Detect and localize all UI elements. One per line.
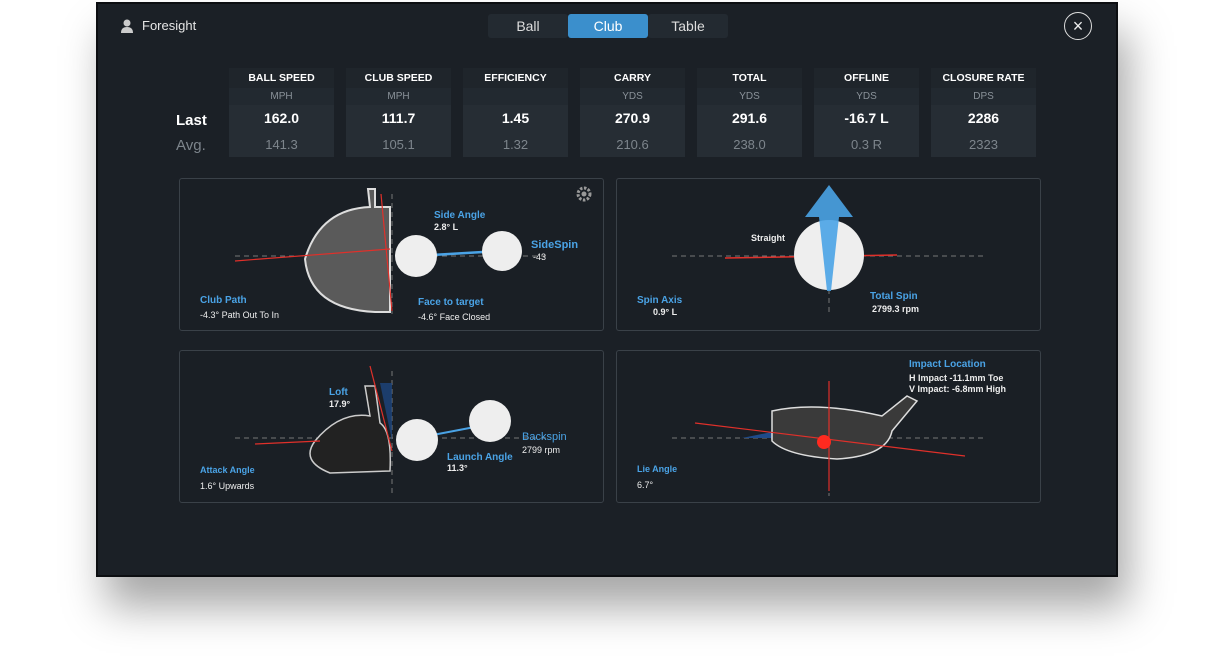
view-tabs: Ball Club Table [488,14,728,38]
face-to-target-value: -4.6° Face Closed [418,312,491,322]
panel-club-side-view: Loft 17.9° Backspin 2799 rpm Launch Angl… [179,350,604,503]
stat-avg-value: 238.0 [733,137,766,152]
brand: Foresight [120,18,196,33]
lie-angle-value: 6.7° [637,480,654,490]
h-impact-value: H Impact -11.1mm Toe [909,373,1004,383]
stat-unit [463,88,568,105]
stat-avg-value: 0.3 R [850,137,883,152]
backspin-label: Backspin [522,431,567,443]
close-button[interactable]: × [1064,12,1092,40]
spin-graphic [672,185,987,314]
stat-last-value: 291.6 [731,110,768,126]
sidespin-label: SideSpin [531,239,579,251]
stat-club-speed: CLUB SPEED MPH 111.7 105.1 [346,68,451,157]
backspin-value: 2799 rpm [522,445,561,455]
loft-label: Loft [329,387,348,398]
club-path-label: Club Path [200,295,247,306]
stat-offline: OFFLINE YDS -16.7 L 0.3 R [814,68,919,157]
face-to-target-label: Face to target [418,297,484,308]
stat-total: TOTAL YDS 291.6 238.0 [697,68,802,157]
panel-club-top-view: Side Angle 2.8° L SideSpin -43 Club Path… [179,178,604,331]
impact-graphic [672,381,987,496]
app-window: Foresight Ball Club Table × Last Avg. BA… [96,2,1118,577]
arrow-up-icon [805,185,853,291]
stat-unit: YDS [580,88,685,105]
stat-label: CLOSURE RATE [931,68,1036,88]
stat-last-value: 270.9 [614,110,651,126]
sidespin-value: -43 [533,252,547,262]
settings-icon[interactable] [576,186,592,202]
loft-value: 17.9° [329,399,351,409]
stat-unit: MPH [346,88,451,105]
v-impact-value: V Impact: -6.8mm High [909,384,1007,394]
tab-table[interactable]: Table [648,14,728,38]
panel-impact: Impact Location H Impact -11.1mm Toe V I… [616,350,1041,503]
stat-avg-value: 141.3 [265,137,298,152]
total-spin-value: 2799.3 rpm [872,304,920,314]
stat-avg-value: 2323 [969,137,998,152]
attack-angle-label: Attack Angle [200,465,255,475]
stat-closure-rate: CLOSURE RATE DPS 2286 2323 [931,68,1036,157]
stat-unit: DPS [931,88,1036,105]
stat-unit: YDS [697,88,802,105]
stat-ball-speed: BALL SPEED MPH 162.0 141.3 [229,68,334,157]
stat-last-value: 111.7 [381,110,416,126]
stat-last-value: -16.7 L [844,110,889,126]
stat-label: CLUB SPEED [346,68,451,88]
side-angle-value: 2.8° L [434,222,459,232]
brand-name: Foresight [142,18,197,33]
stat-label: CARRY [580,68,685,88]
stat-last-value: 2286 [967,110,1000,126]
stat-carry: CARRY YDS 270.9 210.6 [580,68,685,157]
launch-angle-value: 11.3° [447,463,468,473]
stat-label: OFFLINE [814,68,919,88]
tab-club[interactable]: Club [568,14,648,38]
stat-avg-value: 1.32 [502,137,529,152]
direction-value: Straight [751,233,786,243]
panel-spin: Straight Spin Axis 0.9° L Total Spin 279… [616,178,1041,331]
tab-ball[interactable]: Ball [488,14,568,38]
total-spin-label: Total Spin [870,291,918,302]
stat-label: BALL SPEED [229,68,334,88]
impact-point [817,435,831,449]
stat-label: TOTAL [697,68,802,88]
stat-unit: MPH [229,88,334,105]
club-top-view-graphic [234,186,592,314]
spin-axis-value: 0.9° L [653,307,678,317]
stat-unit: YDS [814,88,919,105]
launch-angle-label: Launch Angle [447,452,513,463]
user-icon [121,19,133,33]
stat-avg-value: 210.6 [616,137,649,152]
stat-last-value: 1.45 [501,110,530,126]
impact-location-title: Impact Location [909,359,986,370]
attack-angle-value: 1.6° Upwards [200,481,255,491]
row-label-avg: Avg. [176,137,206,154]
stat-last-value: 162.0 [263,110,300,126]
close-icon: × [1072,15,1084,36]
lie-angle-label: Lie Angle [637,464,678,474]
stat-efficiency: EFFICIENCY 1.45 1.32 [463,68,568,157]
row-label-last: Last [176,112,207,129]
side-angle-label: Side Angle [434,210,486,221]
stat-avg-value: 105.1 [382,137,415,152]
club-side-view-graphic [235,365,550,496]
stat-label: EFFICIENCY [463,68,568,88]
club-path-value: -4.3° Path Out To In [200,310,279,320]
spin-axis-label: Spin Axis [637,295,683,306]
